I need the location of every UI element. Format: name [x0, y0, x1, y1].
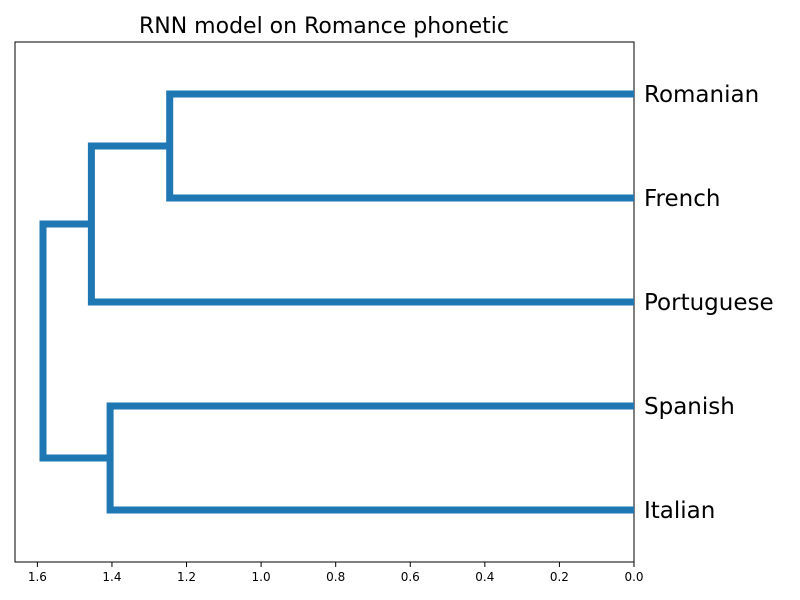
x-tick-label: 0.2	[550, 570, 569, 584]
chart-title: RNN model on Romance phonetic	[139, 14, 509, 39]
dendrogram-link-1	[166, 90, 634, 202]
leaf-labels: Romanian French Portuguese Spanish Italian	[644, 82, 774, 524]
leaf-label-spanish: Spanish	[644, 394, 735, 420]
leaf-label-portuguese: Portuguese	[644, 290, 774, 316]
x-tick-label: 0.0	[624, 570, 643, 584]
x-tick-label: 1.2	[177, 570, 196, 584]
dendrogram-links	[39, 90, 634, 514]
leaf-label-italian: Italian	[644, 498, 715, 524]
leaf-label-romanian: Romanian	[644, 82, 759, 108]
x-tick-label: 1.6	[28, 570, 47, 584]
leaf-label-french: French	[644, 186, 720, 212]
x-axis: 1.6 1.4 1.2 1.0 0.8 0.6 0.4 0.2 0.0	[28, 562, 644, 584]
x-tick-label: 1.4	[102, 570, 121, 584]
dendrogram-link-3	[106, 402, 634, 514]
dendrogram-link-4	[39, 220, 111, 462]
x-tick-label: 0.6	[401, 570, 420, 584]
x-tick-label: 1.0	[252, 570, 271, 584]
x-tick-label: 0.8	[326, 570, 345, 584]
x-tick-label: 0.4	[475, 570, 494, 584]
